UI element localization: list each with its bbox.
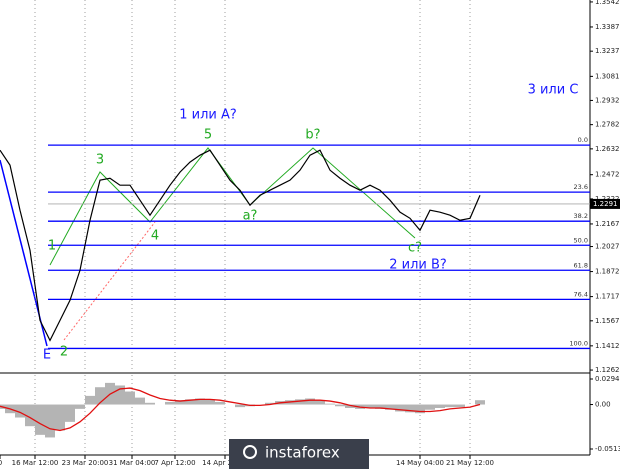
osc-bar <box>315 400 325 405</box>
osc-bar <box>145 402 155 405</box>
x-tick-label: 0 <box>0 459 2 467</box>
signal-line <box>0 387 481 432</box>
osc-bar <box>215 401 225 405</box>
x-tick-label: 14 May 04:00 <box>396 459 444 467</box>
y-tick-label: 1.2027 <box>595 243 620 251</box>
y-tick-label: 1.1717 <box>595 293 620 301</box>
osc-bar <box>65 404 75 422</box>
y-tick-label: 1.2632 <box>595 145 620 153</box>
y-tick-label: 1.3387 <box>595 23 620 31</box>
wave-line <box>49 147 416 266</box>
osc-bar <box>445 404 455 408</box>
osc-bar <box>35 404 45 435</box>
y-tick-label: 1.3081 <box>595 72 620 80</box>
fib-label: 100.0 <box>569 339 588 347</box>
osc-bar <box>265 402 275 405</box>
fib-label: 61.8 <box>574 261 588 269</box>
osc-bar <box>325 403 335 405</box>
osc-bar <box>75 404 85 409</box>
osc-bar <box>185 399 195 405</box>
y-tick-label: 1.1567 <box>595 317 620 325</box>
x-tick-label: 14 Apr 20:00 <box>202 459 248 467</box>
osc-bar <box>395 404 405 412</box>
osc-bar <box>235 404 245 408</box>
fib-label: 38.2 <box>574 212 588 220</box>
osc-bar <box>195 398 205 405</box>
watermark: instaforex <box>229 439 369 469</box>
osc-bar <box>45 404 55 438</box>
osc-bar <box>455 404 465 408</box>
watermark-text: instaforex <box>265 444 340 462</box>
osc-bar <box>365 404 375 408</box>
current-price-box <box>590 198 620 209</box>
osc-bar <box>135 397 145 405</box>
wave-label: 2 или B? <box>389 258 447 273</box>
price-line <box>0 149 481 342</box>
osc-bar <box>305 398 315 405</box>
wave-label: b? <box>305 128 320 143</box>
y-tick-label: 1.2472 <box>595 171 620 179</box>
y-tick-label: 1.2167 <box>595 220 620 228</box>
fib-label: 0.0 <box>578 136 588 144</box>
y-tick-label: 0.02947 <box>595 375 620 383</box>
wave-label: c? <box>408 241 422 256</box>
osc-bar <box>165 401 175 405</box>
logo-icon <box>243 445 257 459</box>
osc-bar <box>375 404 385 409</box>
wave-label: a? <box>243 209 258 224</box>
osc-bar <box>385 404 395 410</box>
wave-label: 4 <box>151 229 159 244</box>
osc-bar <box>175 400 185 405</box>
osc-bar <box>115 385 125 405</box>
wave-label: 3 или C <box>528 83 579 98</box>
fib-label: 23.6 <box>574 183 588 191</box>
osc-bar <box>415 404 425 414</box>
x-tick-label: 31 Mar 04:00 <box>109 459 156 467</box>
y-tick-label: 1.2932 <box>595 96 620 104</box>
y-tick-label: 1.1412 <box>595 342 620 350</box>
y-tick-label: -0.05133 <box>595 445 620 453</box>
wave-label: 2 <box>60 345 68 360</box>
x-tick-label: 21 May 12:00 <box>446 459 494 467</box>
x-tick-label: 16 Mar 12:00 <box>12 459 59 467</box>
osc-bar <box>15 404 25 418</box>
osc-bar <box>425 404 435 410</box>
osc-bar <box>85 395 95 405</box>
y-tick-label: 1.1262 <box>595 366 620 374</box>
osc-bar <box>295 399 305 405</box>
osc-bar <box>205 399 215 405</box>
osc-bar <box>125 391 135 405</box>
current-price-label: 1.2291 <box>593 200 618 208</box>
fib-label: 50.0 <box>574 236 588 244</box>
y-tick-label: 1.3237 <box>595 47 620 55</box>
osc-bar <box>95 387 105 405</box>
osc-bar <box>55 404 65 431</box>
wave-label: 1 <box>48 239 56 254</box>
x-tick-label: 23 Mar 20:00 <box>62 459 109 467</box>
y-tick-label: 1.2322 <box>595 195 620 203</box>
wave-label: 1 или A? <box>179 108 237 123</box>
osc-bar <box>25 404 35 427</box>
watermark-box <box>229 439 369 469</box>
y-tick-label: 1.3542 <box>595 0 620 6</box>
y-tick-label: 0.00 <box>595 401 611 409</box>
osc-bar <box>345 404 355 408</box>
y-tick-label: 1.1872 <box>595 268 620 276</box>
x-tick-label: 7 Apr 12:00 <box>154 459 195 467</box>
wave-label: 5 <box>204 128 212 143</box>
osc-bar <box>475 400 485 405</box>
wave-label: 3 <box>96 153 104 168</box>
fib-label: 76.4 <box>574 290 588 298</box>
osc-bar <box>435 404 445 408</box>
osc-bar <box>405 404 415 413</box>
osc-bar <box>335 404 345 407</box>
wave-line <box>63 221 156 341</box>
y-tick-label: 1.2782 <box>595 121 620 129</box>
wave-label: E <box>43 348 51 363</box>
